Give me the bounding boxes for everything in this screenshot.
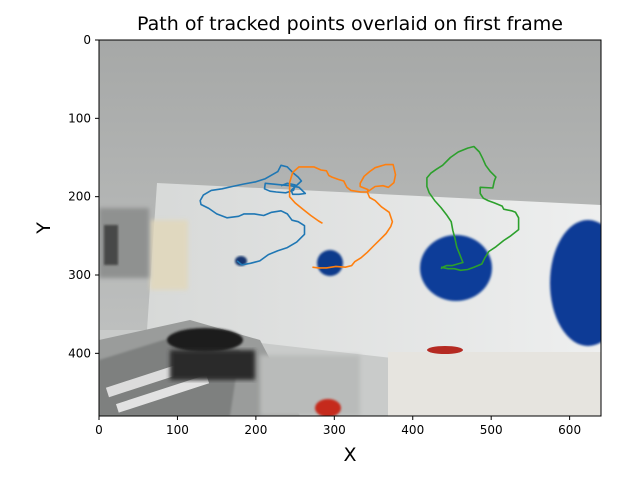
y-tick-label: 300: [68, 268, 91, 282]
plot-series: [199, 145, 520, 272]
x-tick-label: 300: [323, 423, 346, 437]
background-image: [99, 40, 601, 416]
y-axis-label: Y: [33, 222, 55, 235]
x-tick-label: 400: [401, 423, 424, 437]
x-tick-label: 500: [480, 423, 503, 437]
track-path-3: [426, 145, 520, 272]
chart-title: Path of tracked points overlaid on first…: [137, 13, 563, 35]
x-axis-ticks: 0 100 200 300 400 500 600: [95, 416, 581, 437]
x-tick-label: 0: [95, 423, 103, 437]
track-path-1: [199, 164, 307, 266]
x-tick-label: 100: [166, 423, 189, 437]
plot-frame: [98, 39, 602, 417]
y-tick-label: 100: [68, 111, 91, 125]
x-tick-label: 600: [558, 423, 581, 437]
track-path-2: [288, 163, 397, 269]
y-tick-label: 400: [68, 346, 91, 360]
y-axis-ticks: 0 100 200 300 400: [68, 33, 99, 360]
x-axis-label: X: [343, 444, 356, 466]
x-tick-label: 200: [244, 423, 267, 437]
y-tick-label: 200: [68, 190, 91, 204]
y-tick-label: 0: [83, 33, 91, 47]
